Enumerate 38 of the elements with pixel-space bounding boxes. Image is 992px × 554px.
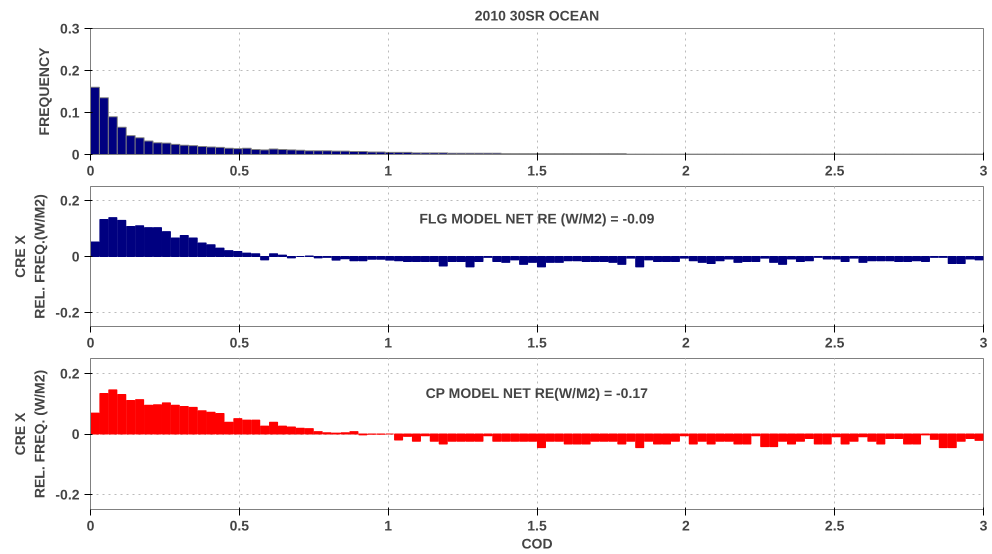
y-tick-label: 0.2	[60, 62, 80, 78]
x-tick-label: 1	[384, 162, 392, 178]
y-tick-label: -0.2	[55, 486, 80, 502]
x-tick-label: 1	[384, 334, 392, 350]
x-axis-title: COD	[521, 536, 553, 552]
x-tick-label: 2	[682, 518, 690, 534]
x-tick-label: 1	[384, 518, 392, 534]
x-tick-label: 0	[86, 334, 95, 350]
x-tick-label: 1.5	[527, 162, 547, 178]
chart-title: 2010 30SR OCEAN	[474, 8, 600, 24]
y-tick-label: 0	[72, 146, 80, 162]
y-tick-label: 0.3	[60, 20, 80, 36]
y-tick-label: 0.1	[60, 104, 80, 120]
x-tick-label: 3	[980, 334, 988, 350]
y-tick-label: 0.2	[60, 366, 80, 382]
x-tick-label: 3	[980, 518, 988, 534]
x-tick-label: 1.5	[527, 334, 547, 350]
y-tick-label: -0.2	[55, 304, 80, 320]
x-tick-label: 2.5	[824, 162, 845, 178]
x-tick-label: 0.5	[230, 334, 250, 350]
x-tick-label: 3	[980, 162, 988, 178]
y-axis-title: FREQUENCY	[36, 46, 52, 136]
annotation: CP MODEL NET RE(W/M2) = -0.17	[426, 385, 648, 402]
y-tick-label: 0	[72, 426, 80, 442]
x-tick-label: 0.5	[230, 162, 250, 178]
x-tick-label: 0.5	[230, 518, 250, 534]
y-axis-title: CRE X REL. FREQ. (W/M2)	[12, 370, 48, 498]
x-tick-label: 0	[86, 518, 95, 534]
x-tick-label: 2.5	[824, 334, 845, 350]
x-tick-label: 0	[86, 162, 95, 178]
y-axis-title: CRE X REL. FREQ.(W/M2)	[12, 194, 48, 319]
x-tick-label: 1.5	[527, 518, 547, 534]
y-tick-label: 0.2	[60, 192, 80, 208]
annotation: FLG MODEL NET RE (W/M2) = -0.09	[419, 210, 655, 227]
y-tick-label: 0	[72, 248, 80, 264]
x-tick-label: 2	[682, 334, 690, 350]
x-tick-label: 2.5	[824, 518, 845, 534]
x-tick-label: 2	[682, 162, 690, 178]
